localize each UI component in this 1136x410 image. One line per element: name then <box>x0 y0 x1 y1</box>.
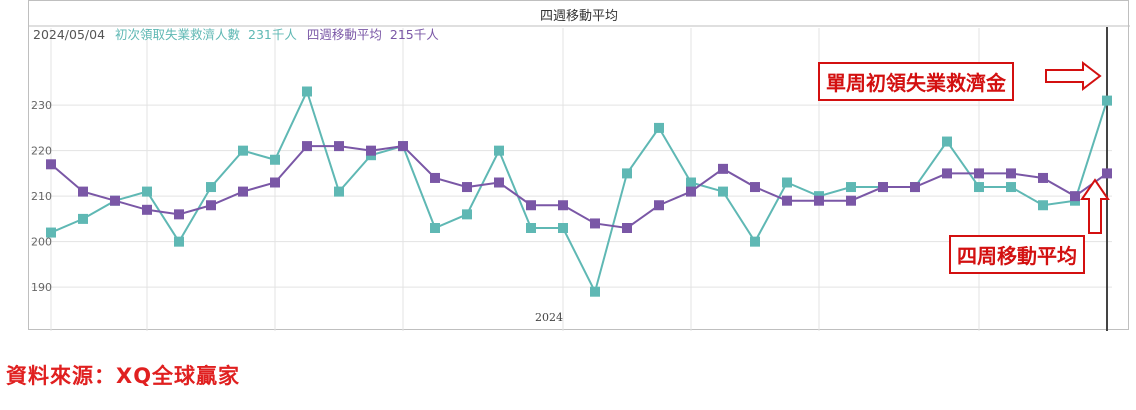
data-point-0 <box>942 136 952 147</box>
data-point-1 <box>846 195 856 206</box>
series-layer <box>46 86 1112 297</box>
data-point-1 <box>686 186 696 197</box>
data-point-0 <box>206 182 216 193</box>
source-text: 資料來源：XQ全球贏家 <box>6 364 241 388</box>
data-point-0 <box>238 145 248 156</box>
data-point-1 <box>366 145 376 156</box>
legend-label-avg: 四週移動平均 <box>307 27 382 42</box>
data-point-0 <box>686 177 696 188</box>
data-point-1 <box>878 182 888 193</box>
data-point-1 <box>1006 168 1016 179</box>
data-point-1 <box>110 195 120 206</box>
data-point-1 <box>1070 191 1080 202</box>
data-point-0 <box>974 182 984 193</box>
series-line-0 <box>50 88 1108 295</box>
data-point-1 <box>622 223 632 233</box>
legend-value-weekly: 231千人 <box>248 27 297 42</box>
data-point-0 <box>142 186 152 197</box>
data-point-1 <box>238 186 248 197</box>
callout-weekly-claims: 單周初領失業救濟金 <box>818 62 1014 101</box>
data-point-1 <box>910 182 920 193</box>
data-point-1 <box>750 182 760 193</box>
chart-title: 四週移動平均 <box>540 9 618 24</box>
data-point-1 <box>174 209 184 220</box>
data-point-0 <box>270 154 280 165</box>
y-tick-label: 210 <box>31 190 52 203</box>
data-point-0 <box>750 236 760 247</box>
data-point-1 <box>494 177 504 188</box>
data-point-0 <box>1006 182 1016 193</box>
header-date: 2024/05/04 <box>33 27 105 42</box>
data-point-0 <box>782 177 792 188</box>
data-point-1 <box>974 168 984 179</box>
data-point-0 <box>590 286 600 297</box>
chart-frame: 1902002102202302023/09/161011122024/0102… <box>28 0 1130 331</box>
data-point-0 <box>494 145 504 156</box>
data-point-0 <box>526 223 536 233</box>
data-point-1 <box>270 177 280 188</box>
data-point-0 <box>654 122 664 133</box>
legend-text: 2024/05/04 初次領取失業救濟人數 231千人 四週移動平均 215千人 <box>33 27 439 42</box>
data-point-0 <box>718 186 728 197</box>
data-point-1 <box>782 195 792 206</box>
legend-value-avg: 215千人 <box>390 27 439 42</box>
data-point-1 <box>814 195 824 206</box>
data-point-0 <box>334 186 344 197</box>
data-point-0 <box>846 182 856 193</box>
data-point-1 <box>46 159 56 170</box>
y-tick-label: 190 <box>31 281 52 294</box>
data-point-0 <box>302 86 312 97</box>
data-point-0 <box>78 213 88 224</box>
data-point-1 <box>142 204 152 215</box>
data-point-1 <box>206 200 216 211</box>
data-point-1 <box>526 200 536 211</box>
data-point-0 <box>46 227 56 238</box>
data-point-1 <box>558 200 568 211</box>
data-point-1 <box>78 186 88 197</box>
data-point-1 <box>302 141 312 152</box>
y-tick-label: 220 <box>31 145 52 158</box>
data-point-1 <box>398 141 408 152</box>
data-point-0 <box>174 236 184 247</box>
line-chart: 1902002102202302023/09/161011122024/0102… <box>29 9 1130 331</box>
data-point-1 <box>654 200 664 211</box>
data-point-1 <box>1102 168 1112 179</box>
data-point-0 <box>430 223 440 233</box>
y-tick-label: 200 <box>31 236 52 249</box>
data-point-1 <box>942 168 952 179</box>
callout-moving-average: 四周移動平均 <box>949 235 1085 274</box>
data-point-0 <box>558 223 568 233</box>
data-point-1 <box>462 182 472 193</box>
data-point-0 <box>462 209 472 220</box>
data-point-1 <box>430 172 440 183</box>
legend-label-weekly: 初次領取失業救濟人數 <box>115 27 241 42</box>
data-point-0 <box>1038 200 1048 211</box>
data-point-1 <box>1038 172 1048 183</box>
data-point-1 <box>334 141 344 152</box>
series-line-1 <box>50 145 1108 230</box>
y-tick-label: 230 <box>31 99 52 112</box>
data-point-1 <box>718 163 728 174</box>
data-point-1 <box>590 218 600 229</box>
year-label: 2024 <box>535 311 563 324</box>
chart-header: 四週移動平均 2024/05/04 初次領取失業救濟人數 231千人 四週移動平… <box>29 9 1130 42</box>
data-point-0 <box>1102 95 1112 106</box>
data-point-0 <box>622 168 632 179</box>
